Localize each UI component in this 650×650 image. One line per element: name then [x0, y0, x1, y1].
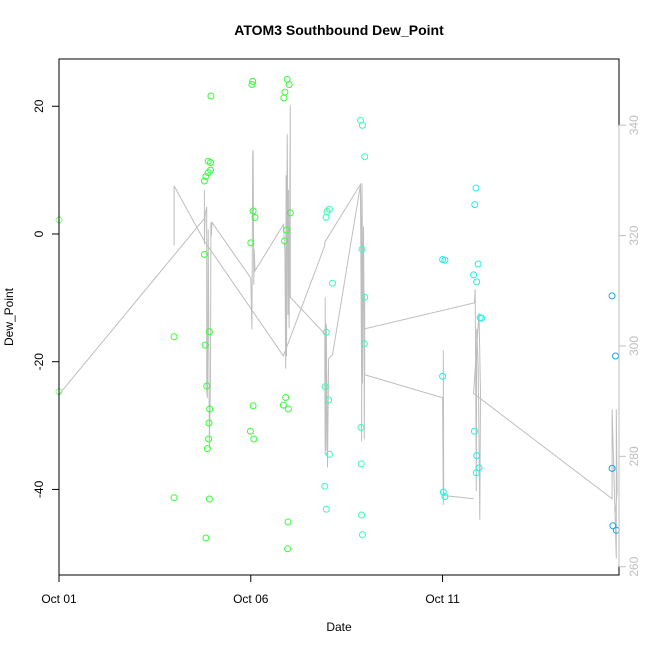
data-point: [202, 534, 210, 542]
data-point: [357, 460, 365, 468]
data-point: [281, 237, 288, 245]
data-point: [250, 435, 258, 443]
data-point: [280, 94, 288, 102]
data-point: [205, 419, 213, 427]
data-point: [441, 256, 449, 264]
series-line-2: [173, 182, 618, 559]
data-point: [472, 184, 480, 192]
data-point: [170, 333, 178, 341]
data-point: [439, 488, 447, 496]
series-line-1: [58, 105, 474, 505]
data-point: [325, 396, 333, 404]
y-right-tick-label: 300: [627, 336, 641, 356]
data-point: [249, 77, 257, 85]
data-point: [249, 207, 257, 215]
data-point: [205, 328, 213, 336]
data-point: [247, 239, 255, 247]
y-tick-label: 20: [32, 99, 46, 113]
data-point: [203, 445, 211, 453]
data-point: [474, 260, 482, 268]
data-point: [200, 250, 208, 258]
data-point: [612, 352, 619, 360]
data-point: [475, 464, 483, 472]
line-layer: [58, 105, 618, 559]
data-point: [248, 81, 256, 88]
data-point: [358, 531, 366, 539]
data-point: [203, 382, 211, 390]
x-axis: Oct 01 Oct 06 Oct 11: [41, 574, 460, 606]
data-point: [609, 522, 617, 530]
data-point: [246, 427, 254, 435]
data-point: [322, 213, 330, 221]
data-point: [284, 518, 292, 526]
y-axis-label: Dew_Point: [2, 287, 16, 346]
data-point: [608, 464, 616, 472]
data-point: [200, 177, 208, 185]
data-point: [202, 173, 210, 180]
data-point: [470, 271, 478, 279]
data-point: [608, 292, 616, 300]
x-tick-label: Oct 06: [233, 592, 269, 606]
x-tick-label: Oct 01: [41, 592, 77, 606]
y-right-tick-label: 340: [627, 115, 641, 135]
data-point: [361, 153, 369, 161]
data-point: [439, 372, 447, 380]
chart-title: ATOM3 Southbound Dew_Point: [234, 22, 444, 38]
data-point: [358, 245, 366, 253]
data-point: [441, 493, 449, 500]
data-point: [471, 201, 479, 209]
data-point: [281, 88, 289, 96]
data-point: [206, 405, 214, 413]
data-point: [207, 92, 215, 100]
data-point: [322, 505, 330, 513]
data-point: [286, 209, 294, 217]
points-layer: [55, 75, 620, 553]
data-point: [279, 401, 287, 409]
y-tick-label: 0: [32, 230, 46, 237]
y-axis-right: 260 280 300 320 340: [618, 115, 641, 577]
x-tick-label: Oct 11: [425, 592, 460, 606]
data-point: [207, 159, 214, 166]
data-point: [361, 293, 369, 301]
data-point: [329, 279, 336, 287]
data-point: [478, 314, 486, 322]
data-point: [205, 495, 213, 503]
data-point: [321, 383, 329, 391]
data-point: [322, 328, 330, 336]
data-point: [205, 435, 213, 443]
data-point: [201, 341, 209, 349]
y-tick-label: -40: [32, 480, 46, 498]
y-right-tick-label: 280: [627, 446, 641, 466]
data-point: [282, 394, 290, 401]
y-right-tick-label: 260: [627, 556, 641, 576]
y-axis-left: -40 -20 0 20: [32, 99, 60, 498]
data-point: [284, 405, 292, 413]
data-point: [470, 427, 478, 435]
x-axis-label: Date: [326, 620, 352, 634]
data-point: [251, 213, 259, 221]
data-point: [249, 402, 257, 410]
data-point: [473, 452, 481, 460]
data-point: [358, 511, 366, 519]
data-point: [473, 278, 481, 286]
y-tick-label: -20: [32, 353, 46, 371]
data-point: [357, 424, 365, 431]
data-point: [325, 205, 333, 213]
data-point: [358, 121, 366, 129]
data-point: [325, 450, 333, 458]
data-point: [207, 166, 214, 174]
data-point: [283, 226, 290, 234]
data-point: [321, 482, 329, 490]
data-point: [360, 340, 368, 348]
data-point: [284, 545, 292, 553]
data-point: [170, 494, 178, 502]
y-right-tick-label: 320: [627, 225, 641, 245]
data-point: [285, 81, 293, 88]
